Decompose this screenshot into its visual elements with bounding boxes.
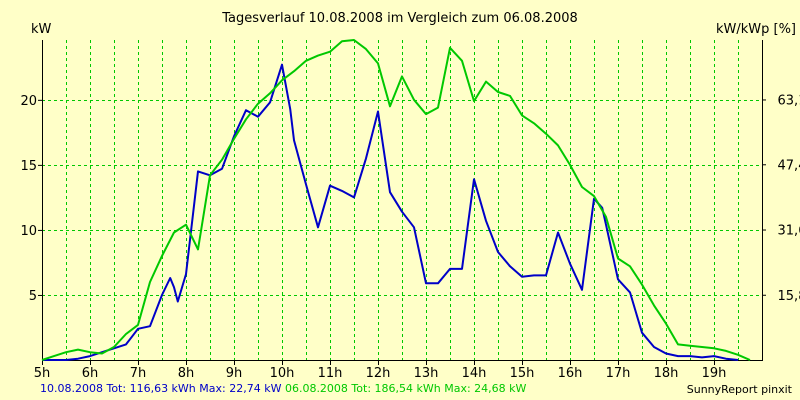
x-tick-label: 18h <box>654 366 679 381</box>
y-axis-right-label: kW/kWp [%] <box>715 22 796 37</box>
y-tick-label-right: 15,8 <box>778 289 800 304</box>
chart-title: Tagesverlauf 10.08.2008 im Vergleich zum… <box>222 11 578 26</box>
x-tick-label: 12h <box>366 366 391 381</box>
y-tick-label-right: 63,1 <box>778 93 800 108</box>
x-tick-label: 19h <box>702 366 727 381</box>
x-tick-label: 8h <box>178 366 195 381</box>
x-tick-label: 16h <box>558 366 583 381</box>
y-tick-label-left: 5 <box>29 289 37 304</box>
y-tick-label-right: 47,4 <box>778 158 800 173</box>
x-tick-label: 5h <box>34 366 51 381</box>
x-tick-label: 10h <box>270 366 295 381</box>
y-axis-left-label: kW <box>31 22 52 37</box>
x-tick-label: 13h <box>414 366 439 381</box>
legend-series-1: 10.08.2008 Tot: 116,63 kWh Max: 22,74 kW <box>40 382 282 395</box>
x-tick-label: 9h <box>226 366 243 381</box>
x-tick-label: 15h <box>510 366 535 381</box>
software-credit: SunnyReport pinxit <box>686 383 792 396</box>
y-tick-label-left: 20 <box>20 94 37 109</box>
series-line-1 <box>42 63 739 361</box>
legend-summary: 10.08.2008 Tot: 116,63 kWh Max: 22,74 kW… <box>40 382 526 395</box>
x-tick-label: 11h <box>318 366 343 381</box>
y-tick-label-right: 31,6 <box>778 224 800 239</box>
legend-series-2: 06.08.2008 Tot: 186,54 kWh Max: 24,68 kW <box>281 382 527 395</box>
series-line-2 <box>41 39 751 361</box>
x-tick-label: 6h <box>82 366 99 381</box>
x-tick-label: 14h <box>462 366 487 381</box>
x-tick-label: 17h <box>606 366 631 381</box>
y-tick-label-left: 15 <box>20 159 37 174</box>
grid-lines <box>42 40 762 360</box>
y-tick-label-left: 10 <box>20 224 37 239</box>
x-tick-label: 7h <box>130 366 147 381</box>
